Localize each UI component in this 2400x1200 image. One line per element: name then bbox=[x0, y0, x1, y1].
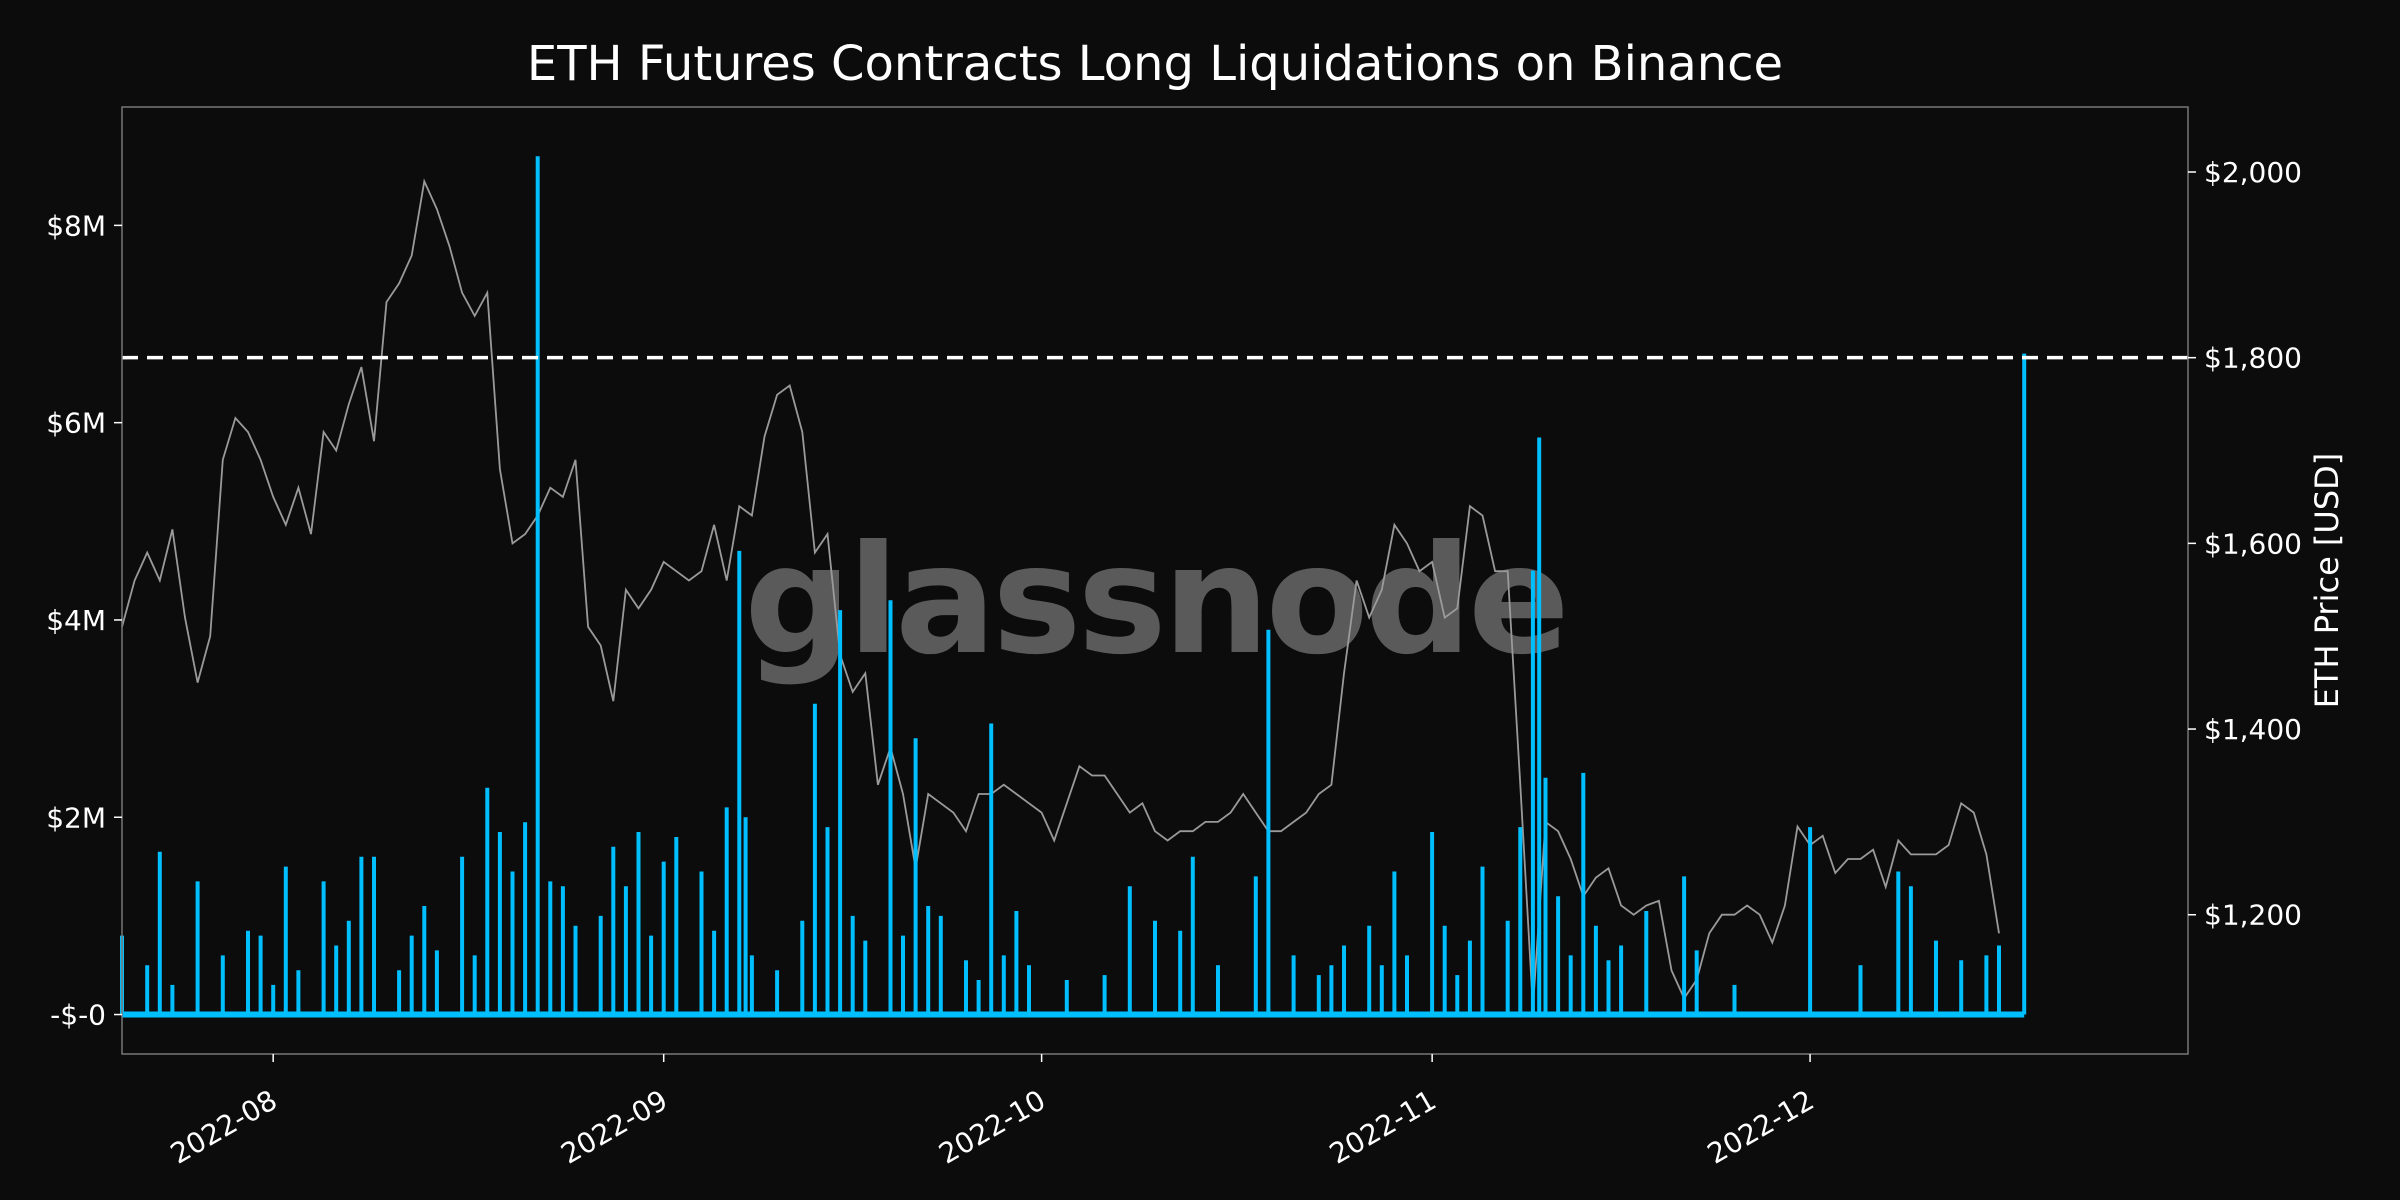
liquidations-series bbox=[120, 156, 2027, 1018]
left-tick-label: $8M bbox=[46, 209, 106, 242]
price-series bbox=[121, 178, 2000, 1008]
left-tick-label: -$-0 bbox=[50, 999, 106, 1032]
right-tick-label: $1,400 bbox=[2204, 713, 2302, 746]
right-axis-label: ETH Price [USD] bbox=[2308, 453, 2346, 709]
right-tick-label: $2,000 bbox=[2204, 156, 2302, 189]
left-tick-label: $4M bbox=[46, 604, 106, 637]
left-tick-label: $6M bbox=[46, 407, 106, 440]
price-line bbox=[121, 178, 2000, 1008]
right-tick-label: $1,600 bbox=[2204, 527, 2302, 560]
right-tick-label: $1,200 bbox=[2204, 899, 2302, 932]
right-tick-label: $1,800 bbox=[2204, 342, 2302, 375]
plot-frame bbox=[121, 106, 2189, 1055]
chart-title: ETH Futures Contracts Long Liquidations … bbox=[527, 36, 1783, 92]
left-tick-label: $2M bbox=[46, 801, 106, 834]
watermark: glassnode bbox=[744, 514, 1566, 688]
